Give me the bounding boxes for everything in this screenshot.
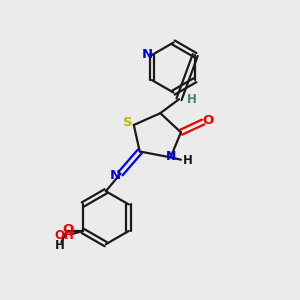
- Text: O: O: [62, 223, 74, 236]
- Text: N: N: [166, 150, 176, 163]
- Text: N: N: [142, 48, 153, 61]
- Text: N: N: [110, 169, 121, 182]
- Text: OH: OH: [54, 229, 74, 242]
- Text: H: H: [187, 93, 197, 106]
- Text: S: S: [122, 116, 132, 129]
- Text: O: O: [203, 114, 214, 127]
- Text: H: H: [183, 154, 193, 167]
- Text: H: H: [55, 239, 65, 252]
